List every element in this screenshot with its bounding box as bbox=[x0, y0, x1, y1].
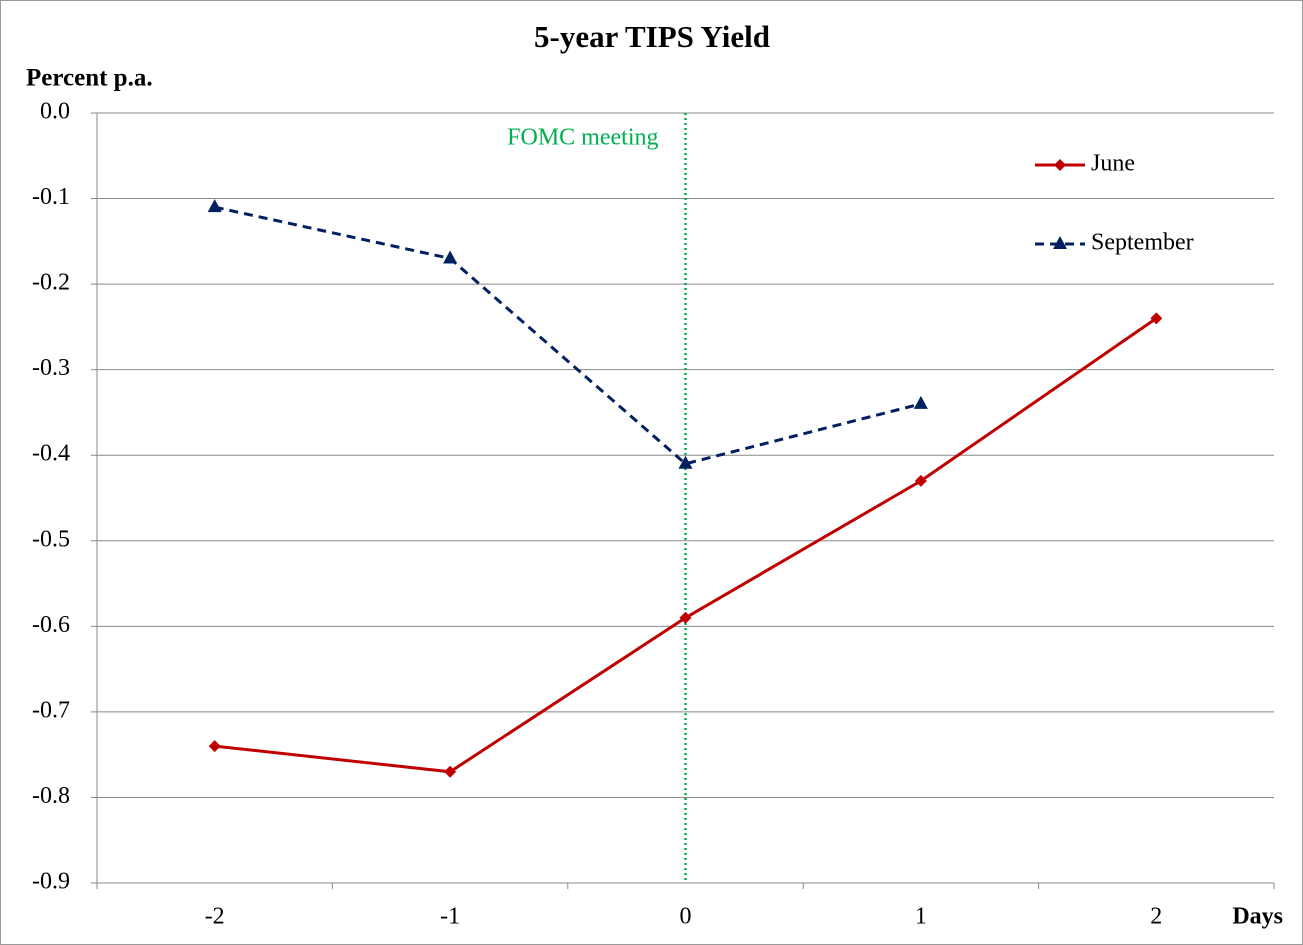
annotation-text: FOMC meeting bbox=[507, 125, 658, 151]
legend-marker bbox=[1054, 159, 1066, 171]
x-tick-label: -1 bbox=[440, 904, 460, 930]
marker bbox=[208, 740, 221, 753]
y-tick-label: -0.2 bbox=[32, 270, 70, 296]
legend-label: June bbox=[1091, 151, 1135, 177]
marker bbox=[444, 765, 457, 778]
marker bbox=[914, 474, 927, 487]
x-tick-label: 1 bbox=[915, 904, 927, 930]
y-tick-label: -0.8 bbox=[32, 783, 70, 809]
y-tick-label: -0.5 bbox=[32, 526, 70, 552]
x-tick-label: 0 bbox=[680, 904, 692, 930]
marker bbox=[1150, 312, 1163, 325]
y-tick-label: -0.6 bbox=[32, 612, 70, 638]
y-tick-label: 0.0 bbox=[40, 99, 70, 125]
y-tick-label: -0.4 bbox=[32, 441, 70, 467]
x-tick-label: -2 bbox=[205, 904, 225, 930]
marker bbox=[913, 395, 928, 409]
legend-label: September bbox=[1091, 230, 1194, 256]
x-tick-label: 2 bbox=[1150, 904, 1162, 930]
y-axis-label: Percent p.a. bbox=[26, 65, 153, 92]
x-axis-label: Days bbox=[1232, 904, 1283, 930]
marker bbox=[679, 611, 692, 624]
chart-title: 5-year TIPS Yield bbox=[534, 19, 770, 54]
marker bbox=[207, 199, 222, 213]
legend-marker bbox=[1053, 236, 1067, 249]
marker bbox=[443, 250, 458, 264]
y-tick-label: -0.1 bbox=[32, 184, 70, 210]
marker bbox=[678, 455, 693, 469]
y-tick-label: -0.7 bbox=[32, 697, 70, 723]
y-tick-label: -0.9 bbox=[32, 869, 70, 895]
y-tick-label: -0.3 bbox=[32, 355, 70, 381]
series-line bbox=[214, 205, 922, 466]
